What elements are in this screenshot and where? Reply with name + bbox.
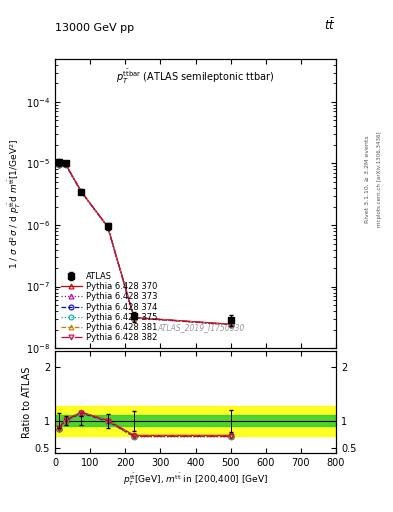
Pythia 6.428 374 (132, 315, 136, 321)
Pythia 6.428 374 (105, 224, 110, 230)
Text: ATLAS_2019_I1750330: ATLAS_2019_I1750330 (158, 323, 245, 332)
Pythia 6.428 374 (63, 161, 68, 167)
Bar (55, 406, 336, 436)
Pythia 6.428 381 (56, 161, 61, 167)
Pythia 6.428 370 (228, 321, 233, 327)
Text: $t\bar{t}$: $t\bar{t}$ (325, 18, 336, 33)
Pythia 6.428 381 (132, 314, 136, 321)
Line: Pythia 6.428 373: Pythia 6.428 373 (56, 162, 233, 327)
Pythia 6.428 382 (79, 189, 84, 195)
Pythia 6.428 381 (63, 161, 68, 167)
Pythia 6.428 374 (79, 189, 84, 195)
Pythia 6.428 373 (228, 322, 233, 328)
Pythia 6.428 370 (56, 161, 61, 167)
Text: $p_T^{\rm t\bar{t}bar}$ (ATLAS semileptonic ttbar): $p_T^{\rm t\bar{t}bar}$ (ATLAS semilepto… (116, 68, 275, 86)
Pythia 6.428 373 (79, 189, 84, 195)
Line: Pythia 6.428 370: Pythia 6.428 370 (56, 161, 233, 327)
Pythia 6.428 382 (56, 161, 61, 167)
Bar (55, 415, 336, 426)
Line: Pythia 6.428 374: Pythia 6.428 374 (56, 162, 233, 327)
Pythia 6.428 373 (132, 314, 136, 321)
Line: Pythia 6.428 382: Pythia 6.428 382 (56, 162, 233, 327)
Pythia 6.428 370 (79, 188, 84, 195)
Pythia 6.428 381 (228, 321, 233, 327)
Pythia 6.428 382 (132, 315, 136, 321)
Pythia 6.428 375 (56, 162, 61, 168)
Text: mcplots.cern.ch [arXiv:1306.3436]: mcplots.cern.ch [arXiv:1306.3436] (377, 132, 382, 227)
Pythia 6.428 373 (56, 161, 61, 167)
Line: Pythia 6.428 381: Pythia 6.428 381 (56, 162, 233, 327)
Text: Rivet 3.1.10, ≥ 3.2M events: Rivet 3.1.10, ≥ 3.2M events (365, 135, 370, 223)
Line: Pythia 6.428 375: Pythia 6.428 375 (56, 162, 233, 327)
Pythia 6.428 375 (63, 162, 68, 168)
Y-axis label: Ratio to ATLAS: Ratio to ATLAS (22, 366, 32, 438)
Pythia 6.428 373 (105, 224, 110, 230)
Pythia 6.428 370 (132, 314, 136, 321)
Y-axis label: 1 / $\sigma$ d$^2\sigma$ / d $p_T^{\rm t\bar{t}}$d $m^{\rm t\bar{t}}$[1/GeV$^2$]: 1 / $\sigma$ d$^2\sigma$ / d $p_T^{\rm t… (7, 138, 23, 269)
Pythia 6.428 370 (105, 224, 110, 230)
X-axis label: $p_T^{\rm t\bar{t}}$[GeV], $m^{\rm t\bar{t}}$ in [200,400] [GeV]: $p_T^{\rm t\bar{t}}$[GeV], $m^{\rm t\bar… (123, 472, 268, 488)
Pythia 6.428 375 (132, 315, 136, 321)
Pythia 6.428 375 (79, 189, 84, 195)
Pythia 6.428 370 (63, 161, 68, 167)
Pythia 6.428 375 (105, 224, 110, 230)
Text: 13000 GeV pp: 13000 GeV pp (55, 23, 134, 33)
Pythia 6.428 374 (56, 161, 61, 167)
Pythia 6.428 382 (63, 161, 68, 167)
Pythia 6.428 382 (228, 322, 233, 328)
Pythia 6.428 373 (63, 161, 68, 167)
Pythia 6.428 382 (105, 224, 110, 230)
Pythia 6.428 375 (228, 322, 233, 328)
Pythia 6.428 374 (228, 322, 233, 328)
Pythia 6.428 381 (79, 189, 84, 195)
Pythia 6.428 381 (105, 224, 110, 230)
Legend: ATLAS, Pythia 6.428 370, Pythia 6.428 373, Pythia 6.428 374, Pythia 6.428 375, P: ATLAS, Pythia 6.428 370, Pythia 6.428 37… (58, 269, 160, 345)
